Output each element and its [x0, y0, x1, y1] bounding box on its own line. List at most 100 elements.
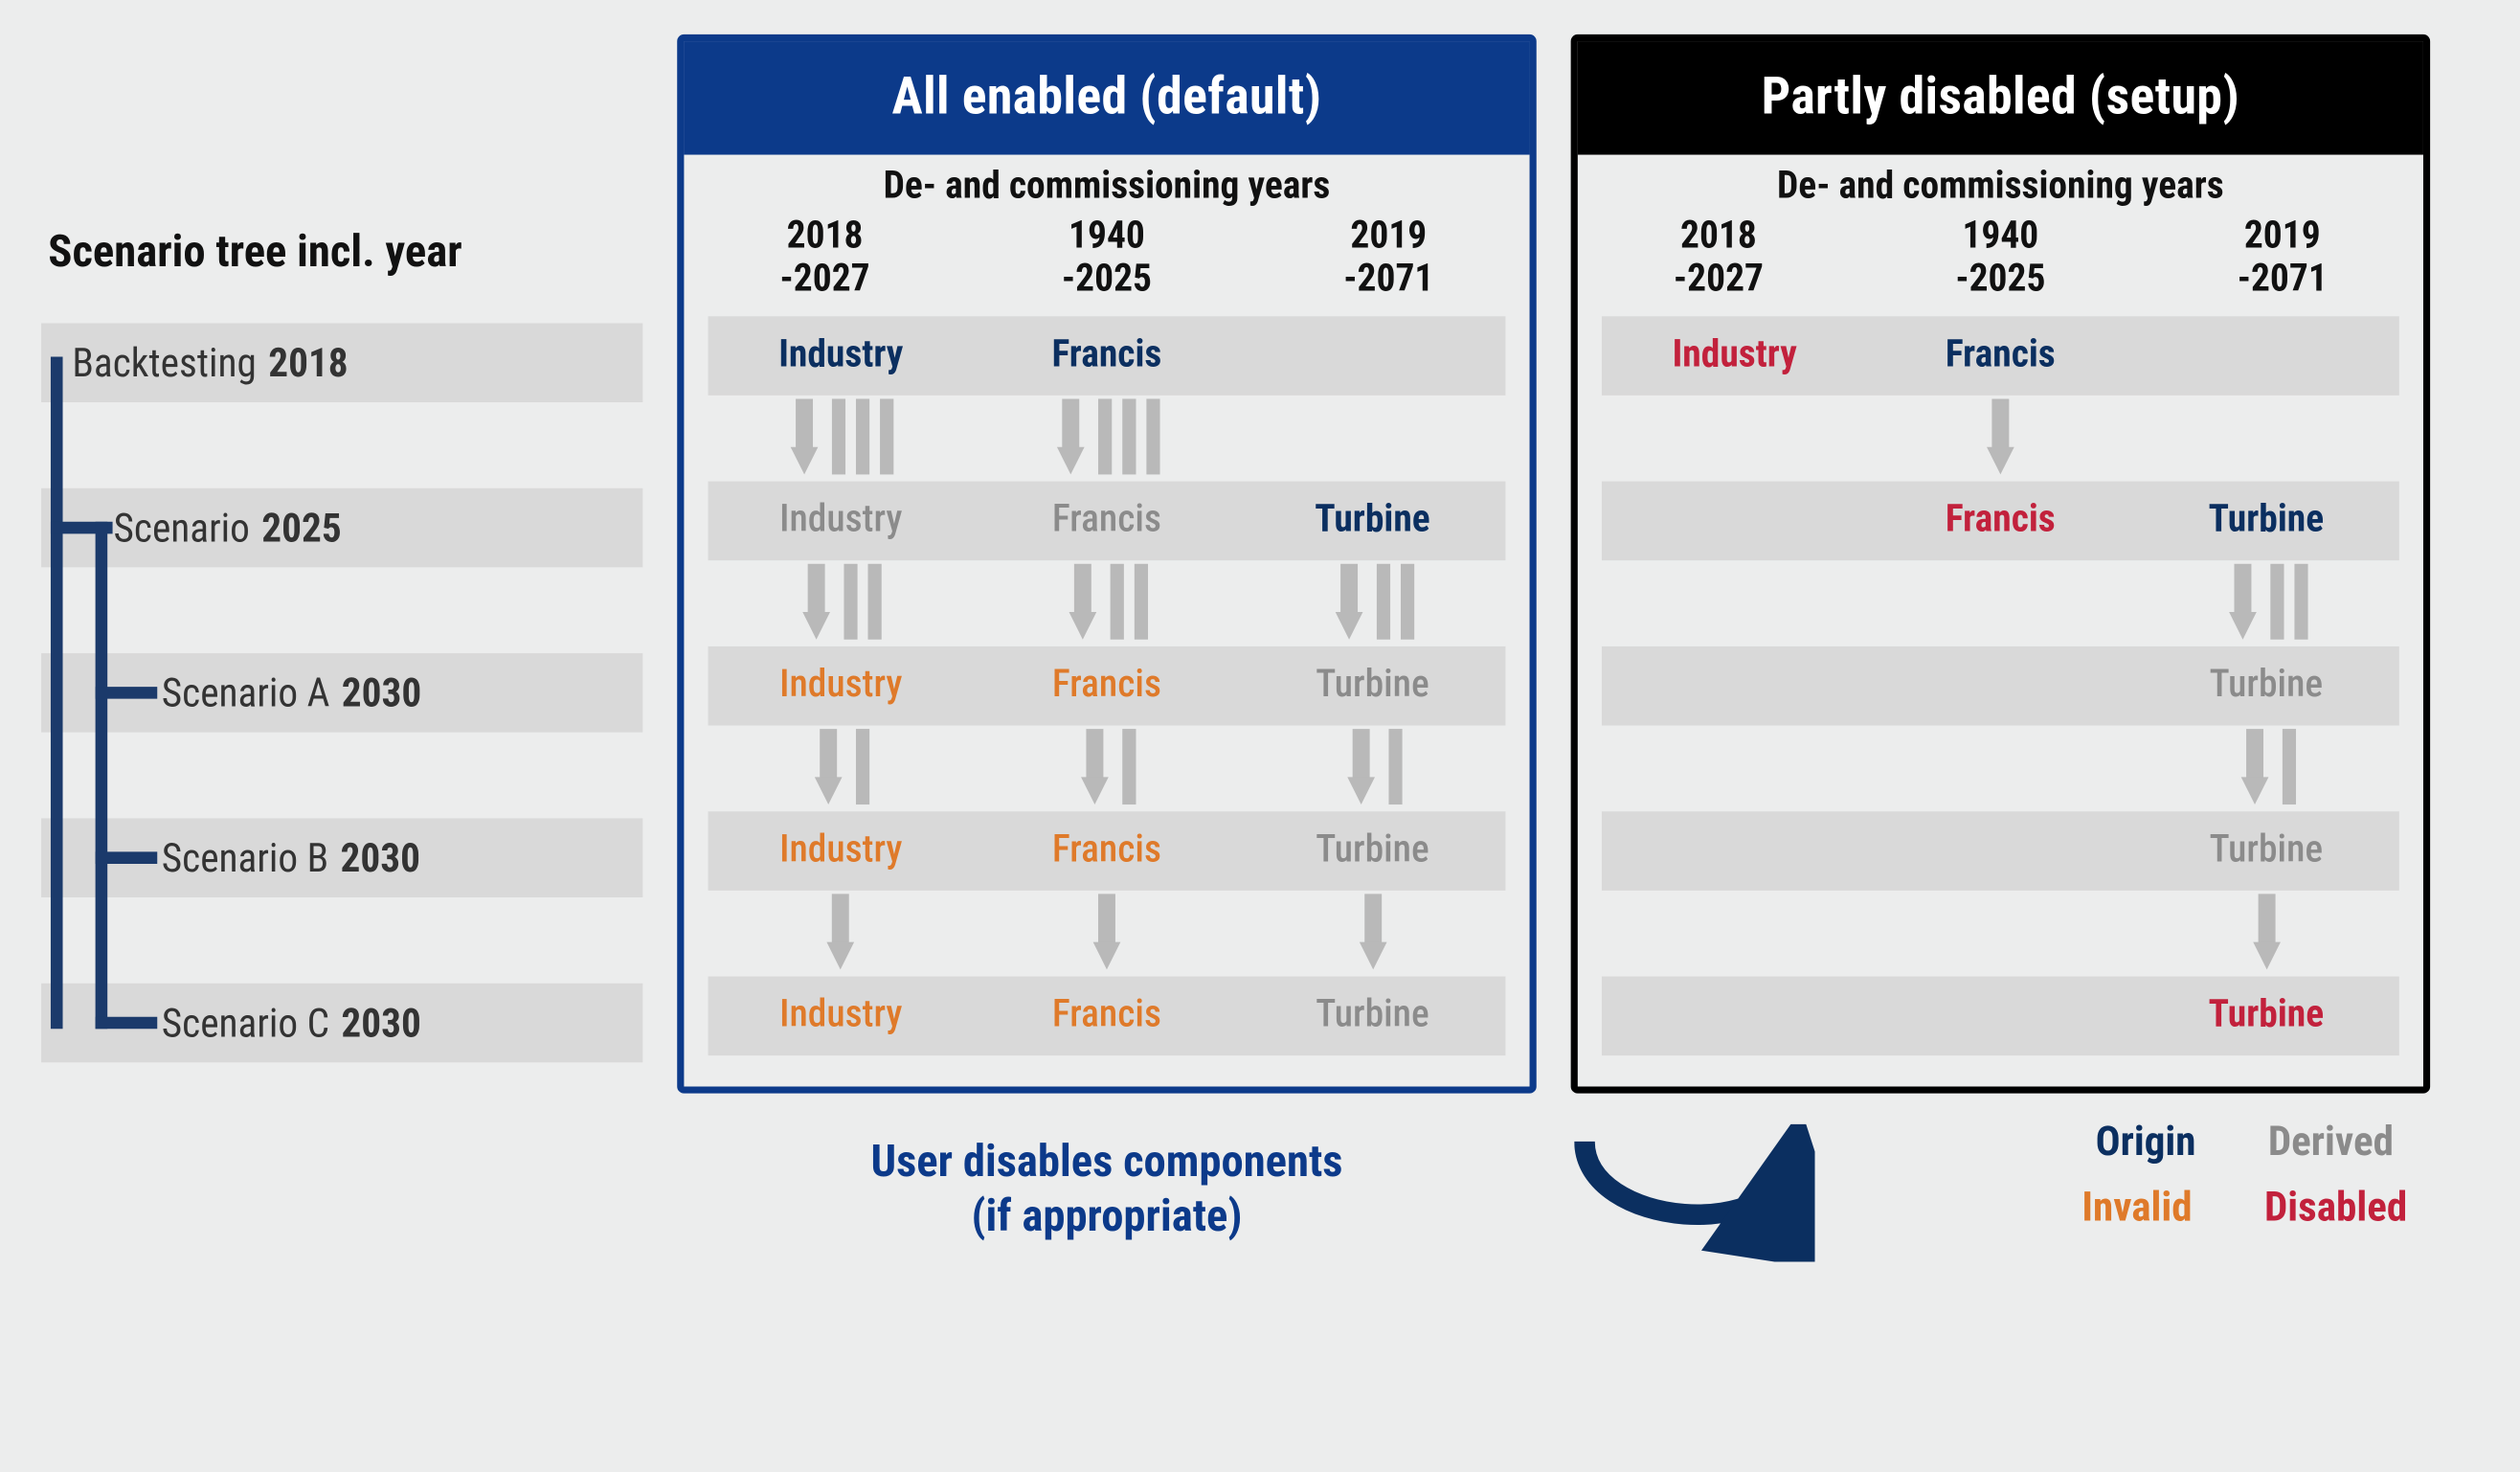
down-arrow-icon — [709, 395, 975, 481]
tree-row: Scenario 2025 — [41, 488, 642, 568]
tree-title: Scenario tree incl. year — [48, 227, 642, 279]
down-arrow-icon — [709, 559, 975, 645]
cell: Turbine — [2133, 976, 2399, 1055]
cell: Francis — [974, 976, 1240, 1055]
cell: Francis — [1868, 316, 2134, 396]
tree-row-year: 2030 — [340, 834, 419, 880]
tree-row: Backtesting 2018 — [41, 323, 642, 402]
down-arrow-icon — [1240, 559, 1506, 645]
scenario-tree: Scenario tree incl. year Backtes — [41, 34, 642, 1062]
down-arrow-icon — [974, 725, 1240, 811]
down-arrow-icon — [1240, 890, 1506, 976]
legend: Origin Derived Invalid Disabled — [1815, 1110, 2520, 1237]
down-arrow-icon — [1240, 725, 1506, 811]
grid-enabled: Industry Francis Industry Francis — [684, 316, 1529, 1086]
cell — [1602, 976, 1868, 1055]
cell: Francis — [974, 811, 1240, 891]
tree-rows: Backtesting 2018 Scenario 2025 Scenario A 203… — [41, 323, 642, 1062]
legend-origin: Origin — [2096, 1117, 2196, 1165]
tree-row-year: 2030 — [341, 1000, 420, 1046]
cell: Turbine — [1240, 811, 1506, 891]
table-row: Turbine — [1602, 645, 2399, 725]
tree-row-label: Scenario A — [162, 669, 330, 715]
down-arrow-icon — [974, 890, 1240, 976]
transition-arrow — [1574, 1123, 1814, 1268]
cell: Industry — [709, 811, 975, 891]
table-row: Turbine — [1602, 976, 2399, 1055]
tree-row-year: 2030 — [342, 669, 421, 715]
table-row: Turbine — [1602, 811, 2399, 891]
tree-row-label: Backtesting — [72, 340, 256, 386]
tree-row-label: Scenario C — [162, 1000, 329, 1046]
down-arrow-icon — [1868, 395, 2134, 481]
decom-label-r: De- and commissioning years — [1578, 165, 2423, 208]
cell: Francis — [1868, 481, 2134, 560]
year-column: 1940-2025 — [966, 215, 1248, 302]
panel-all-enabled: All enabled (default) De- and commission… — [677, 34, 1537, 1093]
caption-line1: User disables components — [870, 1136, 1342, 1188]
cell — [1602, 811, 1868, 891]
down-arrow-icon — [2133, 559, 2399, 645]
cell — [2133, 316, 2399, 396]
year-column: 2019-2071 — [2142, 215, 2423, 302]
table-row: Industry Francis — [709, 316, 1506, 396]
cell: Francis — [974, 316, 1240, 396]
panel-title-disabled: Partly disabled (setup) — [1578, 41, 2423, 154]
down-arrow-icon — [709, 725, 975, 811]
year-column: 2018-2027 — [1578, 215, 1859, 302]
table-row: Industry Francis Turbine — [709, 811, 1506, 891]
bottom-row: User disables components (if appropriate… — [41, 1110, 2478, 1268]
panel-title-enabled: All enabled (default) — [684, 41, 1529, 154]
tree-row: Scenario A 2030 — [41, 653, 642, 733]
grid-disabled: IndustryFrancis FrancisTurbine Turbine T… — [1578, 316, 2423, 1086]
tree-row-year: 2018 — [268, 340, 348, 386]
cell — [1868, 976, 2134, 1055]
table-row: FrancisTurbine — [1602, 481, 2399, 560]
down-arrow-icon — [974, 395, 1240, 481]
legend-derived: Derived — [2268, 1117, 2394, 1165]
year-column: 2018-2027 — [684, 215, 965, 302]
cell: Turbine — [2133, 811, 2399, 891]
cell: Industry — [709, 976, 975, 1055]
cell — [1602, 481, 1868, 560]
down-arrow-icon — [974, 559, 1240, 645]
legend-disabled: Disabled — [2264, 1182, 2407, 1230]
tree-row: Scenario B 2030 — [41, 818, 642, 897]
down-arrow-icon — [2133, 725, 2399, 811]
year-column: 1940-2025 — [1859, 215, 2141, 302]
cell — [1868, 645, 2134, 725]
tree-row-year: 2025 — [261, 505, 341, 551]
cell — [1868, 811, 2134, 891]
table-row: IndustryFrancis — [1602, 316, 2399, 396]
cell — [1602, 645, 1868, 725]
panel-header-enabled: De- and commissioning years 2018-2027194… — [684, 155, 1529, 316]
cell — [1240, 316, 1506, 396]
down-arrow-icon — [709, 890, 975, 976]
cell: Turbine — [1240, 976, 1506, 1055]
decom-label: De- and commissioning years — [684, 165, 1529, 208]
cell: Industry — [709, 645, 975, 725]
panel-header-disabled: De- and commissioning years 2018-2027194… — [1578, 155, 2423, 316]
table-row: Industry Francis Turbine — [709, 481, 1506, 560]
diagram-columns: Scenario tree incl. year Backtes — [41, 34, 2478, 1093]
table-row: IndustryFrancisTurbine — [709, 976, 1506, 1055]
caption-line2: (if appropriate) — [971, 1191, 1242, 1243]
table-row: Industry Francis Turbine — [709, 645, 1506, 725]
cell: Turbine — [2133, 645, 2399, 725]
cell: Turbine — [2133, 481, 2399, 560]
cell: Francis — [974, 481, 1240, 560]
cell: Turbine — [1240, 645, 1506, 725]
panel-partly-disabled: Partly disabled (setup) De- and commissi… — [1571, 34, 2430, 1093]
cell: Francis — [974, 645, 1240, 725]
cell: Turbine — [1240, 481, 1506, 560]
cell: Industry — [1602, 316, 1868, 396]
down-arrow-icon — [2133, 890, 2399, 976]
year-column: 2019-2071 — [1248, 215, 1529, 302]
cell: Industry — [709, 316, 975, 396]
tree-row: Scenario C 2030 — [41, 984, 642, 1063]
tree-row-label: Scenario B — [162, 834, 328, 880]
legend-invalid: Invalid — [2081, 1182, 2192, 1230]
cell: Industry — [709, 481, 975, 560]
transition-caption: User disables components (if appropriate… — [677, 1134, 1537, 1246]
tree-row-label: Scenario — [113, 505, 249, 551]
